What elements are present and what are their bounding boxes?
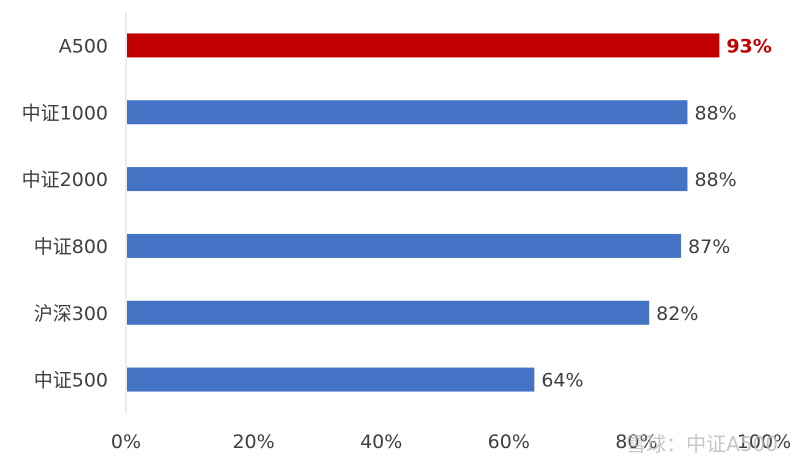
x-tick-label-1: 20% xyxy=(232,431,274,453)
data-label-5: 64% xyxy=(541,370,583,392)
bar-2 xyxy=(127,167,688,192)
category-label-4: 沪深300 xyxy=(34,303,108,325)
data-label-4: 82% xyxy=(656,303,698,325)
bar-1 xyxy=(127,100,688,125)
x-tick-label-0: 0% xyxy=(111,431,141,453)
category-label-2: 中证2000 xyxy=(22,169,108,191)
bar-4 xyxy=(127,300,650,325)
data-label-0: 93% xyxy=(726,35,771,57)
watermark: 雪球：中证A500 xyxy=(626,432,778,456)
data-label-2: 88% xyxy=(694,169,736,191)
data-label-1: 88% xyxy=(694,102,736,124)
x-tick-label-4: 80% xyxy=(615,431,657,453)
category-label-3: 中证800 xyxy=(34,236,108,258)
category-label-1: 中证1000 xyxy=(22,102,108,124)
data-label-3: 87% xyxy=(688,236,730,258)
x-tick-label-5: 100% xyxy=(737,431,791,453)
category-label-0: A500 xyxy=(59,35,108,57)
bar-3 xyxy=(127,233,682,258)
x-tick-label-2: 40% xyxy=(360,431,402,453)
category-label-5: 中证500 xyxy=(34,370,108,392)
x-tick-label-3: 60% xyxy=(488,431,530,453)
bar-5 xyxy=(127,367,535,392)
bar-0 xyxy=(127,33,720,58)
